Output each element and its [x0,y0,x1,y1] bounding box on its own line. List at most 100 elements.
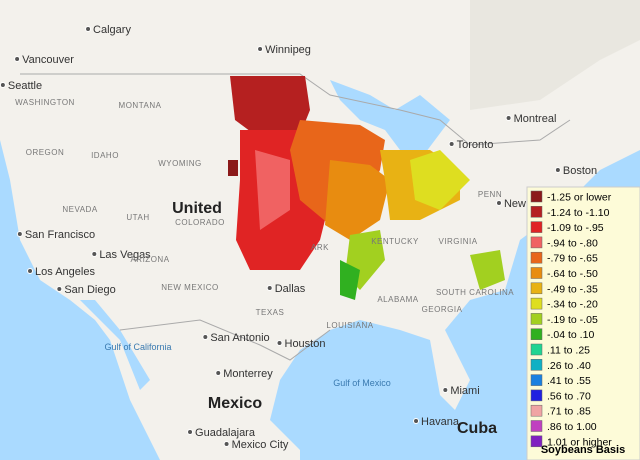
place-label: Seattle [8,80,42,92]
legend-box [526,186,640,460]
city-dot [257,46,264,52]
place-label: Miami [450,385,479,397]
place-label: New [504,198,526,210]
legend-label: 1.01 or higher [547,436,612,448]
place-label: Boston [563,165,597,177]
region [470,250,505,290]
legend: Soybeans Basis -1.25 or lower -1.24 to -1… [526,186,640,460]
place-label: Havana [421,416,460,428]
region [228,160,238,176]
legend-label: -.64 to -.50 [547,268,598,280]
legend-swatch [530,359,543,371]
legend-swatch [530,282,543,295]
legend-swatch [530,374,543,386]
legend-swatch [530,267,543,279]
place-label: SOUTH CAROLINA [436,288,514,297]
region [230,76,310,140]
place-label: San Antonio [210,332,269,344]
region [410,150,470,210]
city-dot [14,56,21,62]
city-dot [16,231,23,237]
place-label: ALABAMA [377,295,418,304]
city-dot [266,285,273,291]
gulf-of-california [80,300,150,390]
place-label: IDAHO [91,151,119,160]
legend-label: .26 to .40 [547,360,591,372]
place-label: ARIZONA [130,255,169,264]
legend-swatch [530,297,543,310]
legend-swatch [530,313,543,325]
legend-title: Soybeans Basis [541,444,625,456]
place-label: TEXAS [256,308,285,317]
city-dot [223,441,230,447]
place-label: Dallas [275,283,306,295]
legend-label: -.04 to .10 [547,329,594,341]
legend-swatch [530,343,543,356]
place-label: COLORADO [175,218,225,227]
place-label: LOUISIANA [326,321,373,330]
place-label: Los Angeles [35,266,95,278]
place-label: Las Vegas [99,249,151,261]
place-label: Houston [285,338,326,350]
city-dot [215,370,222,376]
legend-label: -1.25 or lower [547,192,612,204]
city-dot [0,82,6,88]
place-label: Monterrey [223,368,273,380]
place-label: NEVADA [62,205,97,214]
legend-label: .86 to 1.00 [547,421,597,433]
city-dot [554,167,561,173]
place-label: Toronto [457,139,494,151]
city-dot [442,387,449,393]
legend-swatch [530,420,543,432]
place-label: ARK [311,243,329,252]
city-dot [27,268,34,274]
place-label: Mexico City [232,439,289,451]
legend-label: -.49 to -.35 [547,283,598,295]
place-label: Winnipeg [265,44,311,56]
legend-label: -.34 to -.20 [547,299,598,311]
great-lakes [330,80,450,160]
legend-label: .41 to .55 [547,375,591,387]
city-dot [413,418,420,424]
place-label: PENN [478,190,502,199]
legend-swatch [530,389,543,402]
legend-label: .71 to .85 [547,406,591,418]
region [255,150,290,230]
legend-label: .56 to .70 [547,390,591,402]
city-dot [56,286,63,292]
legend-label: .11 to .25 [547,345,590,357]
place-label: Cuba [457,420,497,437]
place-label: NEW MEXICO [161,283,218,292]
legend-swatch [530,206,543,218]
legend-label: -.79 to -.65 [547,253,598,265]
city-dot [85,26,92,32]
place-label: Gulf of Mexico [333,378,391,388]
place-label: Mexico [208,395,262,412]
legend-label: -.19 to -.05 [547,314,598,326]
place-label: VIRGINIA [438,237,477,246]
legend-swatch [530,251,543,264]
legend-label: -1.09 to -.95 [547,222,604,234]
place-label: Calgary [93,24,131,36]
place-label: MONTANA [119,101,162,110]
city-dot [495,200,502,206]
legend-label: -.94 to -.80 [547,237,598,249]
legend-swatch [530,435,543,448]
place-label: KENTUCKY [371,237,419,246]
place-label: UTAH [126,213,149,222]
region [340,260,360,300]
legend-swatch [530,328,543,340]
place-label: OREGON [26,148,65,157]
place-label: Montreal [514,113,557,125]
region [325,160,390,240]
legend-swatch [530,221,543,233]
place-label: WASHINGTON [15,98,75,107]
legend-swatch [530,404,543,417]
place-label: GEORGIA [422,305,463,314]
place-label: San Francisco [25,229,95,241]
city-dot [187,429,194,435]
city-dot [202,334,209,340]
place-label: Guadalajara [195,427,256,439]
place-label: WYOMING [158,159,202,168]
